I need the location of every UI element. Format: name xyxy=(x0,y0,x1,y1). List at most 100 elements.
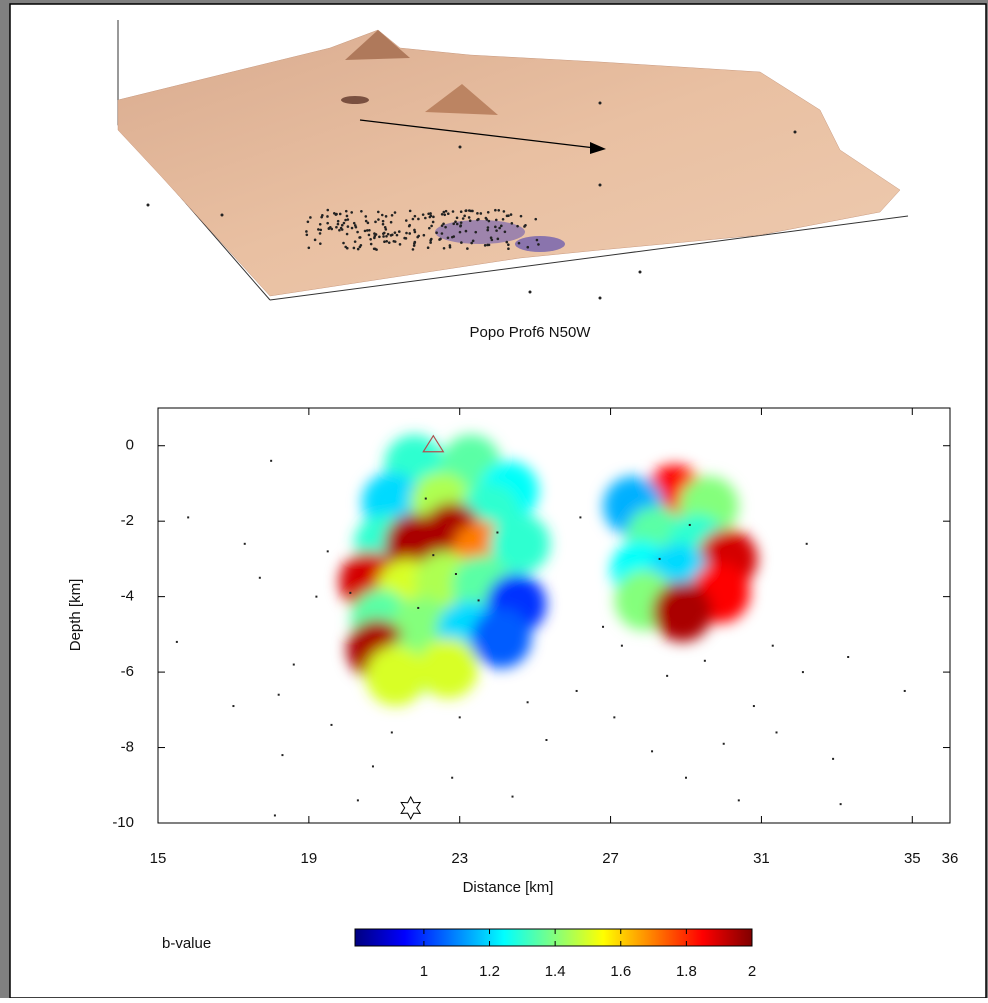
earthquake xyxy=(330,723,333,726)
surface-dot xyxy=(464,229,468,233)
earthquake xyxy=(496,531,499,534)
colorbar-tick-label: 1.8 xyxy=(676,963,697,980)
surface-dot xyxy=(430,224,433,228)
earthquake xyxy=(258,576,261,579)
earthquake xyxy=(424,497,427,500)
surface-dot xyxy=(507,247,510,250)
surface-dot xyxy=(306,220,310,224)
earthquake xyxy=(326,550,329,553)
earthquake xyxy=(187,516,190,519)
surface-dot xyxy=(377,218,380,221)
surface-dot xyxy=(408,223,412,227)
plot-frame xyxy=(157,407,951,824)
surface-dot xyxy=(363,229,367,233)
surface-dot xyxy=(440,224,444,227)
surface-dot xyxy=(344,218,347,222)
surface-dot xyxy=(408,232,412,235)
surface-dot xyxy=(338,228,341,232)
surface-dot xyxy=(446,212,450,216)
surface-dot xyxy=(395,233,399,237)
y-tick-label: -6 xyxy=(121,663,134,680)
surface-dot xyxy=(534,217,538,221)
surface-dot xyxy=(528,290,532,294)
surface-dot xyxy=(220,213,224,217)
surface-dot xyxy=(393,240,397,243)
y-axis-label: Depth [km] xyxy=(67,579,84,652)
surface-dot xyxy=(369,242,373,246)
profile-arrow xyxy=(359,119,596,149)
surface-dot xyxy=(356,247,360,251)
surface-dot xyxy=(373,235,377,238)
surface-dot xyxy=(335,225,338,229)
b-value-map xyxy=(175,434,906,817)
surface-dot xyxy=(503,230,507,234)
surface-dot xyxy=(374,233,378,236)
surface-dot xyxy=(463,214,466,218)
surface-dot xyxy=(484,216,488,220)
surface-dot xyxy=(366,221,370,225)
colorbar-tick-label: 1.4 xyxy=(545,963,566,980)
surface-dot xyxy=(412,244,416,247)
surface-dot xyxy=(442,210,446,214)
surface-dot xyxy=(510,222,514,225)
surface-dot xyxy=(358,245,362,249)
surface-dot xyxy=(440,212,444,216)
x-axis-3d xyxy=(269,215,909,301)
earthquake xyxy=(349,591,352,594)
earthquake xyxy=(432,554,435,557)
surface-dot xyxy=(598,183,602,187)
surface-dot xyxy=(350,211,354,214)
surface-dot xyxy=(519,214,523,218)
surface-dot xyxy=(380,213,384,217)
y-tick-label: 0 xyxy=(126,437,134,454)
earthquake xyxy=(270,459,273,462)
x-tick-label: 36 xyxy=(942,850,959,867)
surface-dot xyxy=(444,209,448,213)
earthquake xyxy=(292,663,295,666)
surface-dot xyxy=(440,232,444,235)
surface-dot xyxy=(537,243,540,246)
surface-dot xyxy=(405,231,408,235)
surface-dot xyxy=(486,228,490,232)
surface-dot xyxy=(431,220,435,224)
surface-dot xyxy=(381,219,385,223)
surface-dot xyxy=(505,240,509,244)
earthquake xyxy=(232,705,235,708)
surface-dot xyxy=(413,230,417,234)
surface-dot xyxy=(487,243,491,247)
surface-dot xyxy=(382,235,385,238)
surface-dot xyxy=(385,239,389,243)
surface-dot xyxy=(376,210,380,214)
surface-dot xyxy=(452,222,456,226)
earthquake xyxy=(775,731,778,734)
surface-dot xyxy=(334,213,338,216)
surface-dot xyxy=(421,213,425,216)
surface-dot xyxy=(469,209,473,213)
surface-dot xyxy=(446,236,450,240)
surface-dot xyxy=(448,244,452,247)
x-axis-label: Distance [km] xyxy=(463,879,554,896)
earthquake xyxy=(685,776,687,779)
surface-dot xyxy=(381,222,385,226)
surface-dot xyxy=(476,218,479,222)
surface-dot xyxy=(340,228,344,231)
surface-dot xyxy=(330,227,334,231)
surface-dot xyxy=(430,237,433,241)
surface-dot xyxy=(385,235,388,238)
surface-dot xyxy=(411,217,415,221)
surface-dot xyxy=(307,246,311,250)
surface-dot xyxy=(318,222,322,226)
surface-dot xyxy=(319,228,323,232)
surface-dot xyxy=(358,236,361,239)
surface-dot xyxy=(320,215,323,219)
colorbar-tick-label: 2 xyxy=(748,963,756,980)
surface-dot xyxy=(345,232,349,236)
surface-dot xyxy=(507,243,510,246)
earthquake xyxy=(511,795,514,798)
surface-dot xyxy=(378,235,381,239)
surface-dot xyxy=(393,211,397,214)
surface-dot xyxy=(793,130,797,134)
earthquake xyxy=(273,814,276,817)
surface-dot xyxy=(365,229,369,232)
surface-dot xyxy=(389,220,393,224)
